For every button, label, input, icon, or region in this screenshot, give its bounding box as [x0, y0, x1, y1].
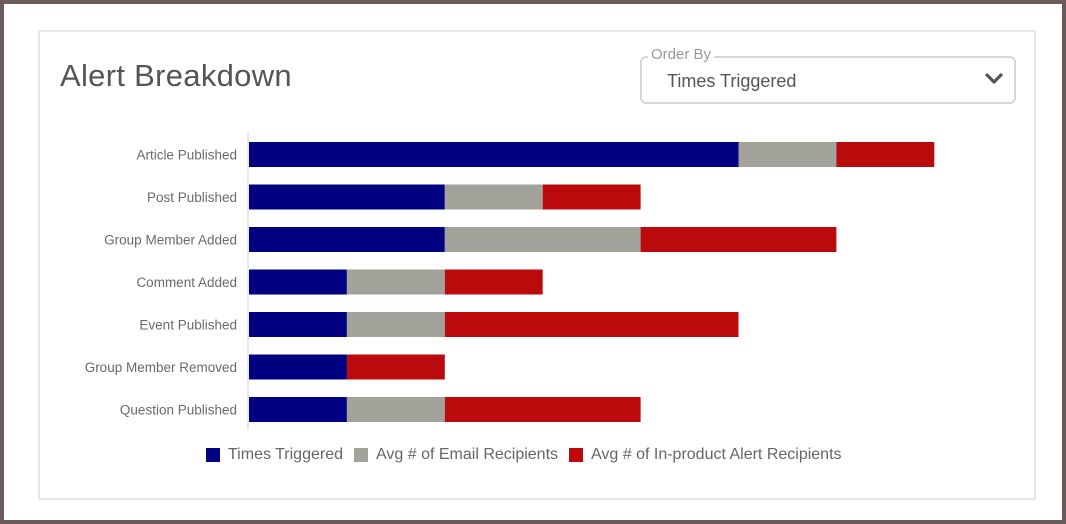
- legend-item-times-triggered: Times Triggered: [206, 446, 343, 464]
- bar-segment[interactable]: [346, 269, 445, 295]
- chevron-down-icon[interactable]: [984, 69, 1004, 89]
- category-label: Article Published: [136, 148, 237, 163]
- bar-segment[interactable]: [444, 269, 543, 295]
- order-by-select[interactable]: Order By Times Triggered: [640, 46, 1016, 104]
- category-label: Event Published: [139, 318, 237, 333]
- category-label: Comment Added: [136, 275, 237, 290]
- legend-label-times-triggered: Times Triggered: [228, 446, 343, 463]
- bar-segment[interactable]: [640, 227, 837, 252]
- stacked-bar-chart: Article Published Post Published Group Mem…: [85, 132, 935, 430]
- bar-segment[interactable]: [346, 354, 445, 380]
- category-label: Post Published: [147, 190, 237, 205]
- bar-segment[interactable]: [738, 142, 837, 167]
- order-by-label: Order By: [648, 46, 715, 63]
- bar-segment[interactable]: [249, 142, 739, 167]
- category-label: Group Member Added: [104, 233, 237, 248]
- bar-segment[interactable]: [249, 312, 347, 337]
- bar-segment[interactable]: [249, 227, 445, 252]
- bar-segment[interactable]: [542, 184, 641, 210]
- category-label: Group Member Removed: [85, 360, 237, 375]
- legend-item-in-product-recipients: Avg # of In-product Alert Recipients: [569, 446, 842, 464]
- chart-legend: Times Triggered Avg # of Email Recipient…: [206, 446, 853, 464]
- legend-swatch-times-triggered: [206, 448, 220, 462]
- legend-swatch-in-product-recipients: [569, 448, 584, 462]
- legend-label-in-product-recipients: Avg # of In-product Alert Recipients: [591, 446, 842, 463]
- bar-segment[interactable]: [249, 269, 347, 295]
- card-title: Alert Breakdown: [60, 58, 292, 93]
- window-frame: Alert Breakdown Order By Times Triggered…: [4, 4, 1062, 520]
- bar-segment[interactable]: [444, 184, 543, 210]
- alert-breakdown-card: Alert Breakdown Order By Times Triggered…: [38, 30, 1036, 500]
- legend-swatch-email-recipients: [354, 448, 368, 462]
- category-label: Question Published: [120, 403, 237, 418]
- legend-label-email-recipients: Avg # of Email Recipients: [376, 446, 559, 463]
- bar-segment[interactable]: [444, 397, 641, 422]
- bar-segment[interactable]: [249, 184, 445, 210]
- bar-segment[interactable]: [249, 354, 347, 380]
- legend-item-email-recipients: Avg # of Email Recipients: [354, 446, 558, 464]
- bar-segment[interactable]: [444, 227, 641, 252]
- bar-segment[interactable]: [346, 397, 445, 422]
- bar-segment[interactable]: [444, 312, 739, 337]
- bar-segment[interactable]: [249, 397, 347, 422]
- bar-segment[interactable]: [836, 142, 935, 167]
- bar-segment[interactable]: [346, 312, 445, 337]
- order-by-value: Times Triggered: [667, 71, 797, 91]
